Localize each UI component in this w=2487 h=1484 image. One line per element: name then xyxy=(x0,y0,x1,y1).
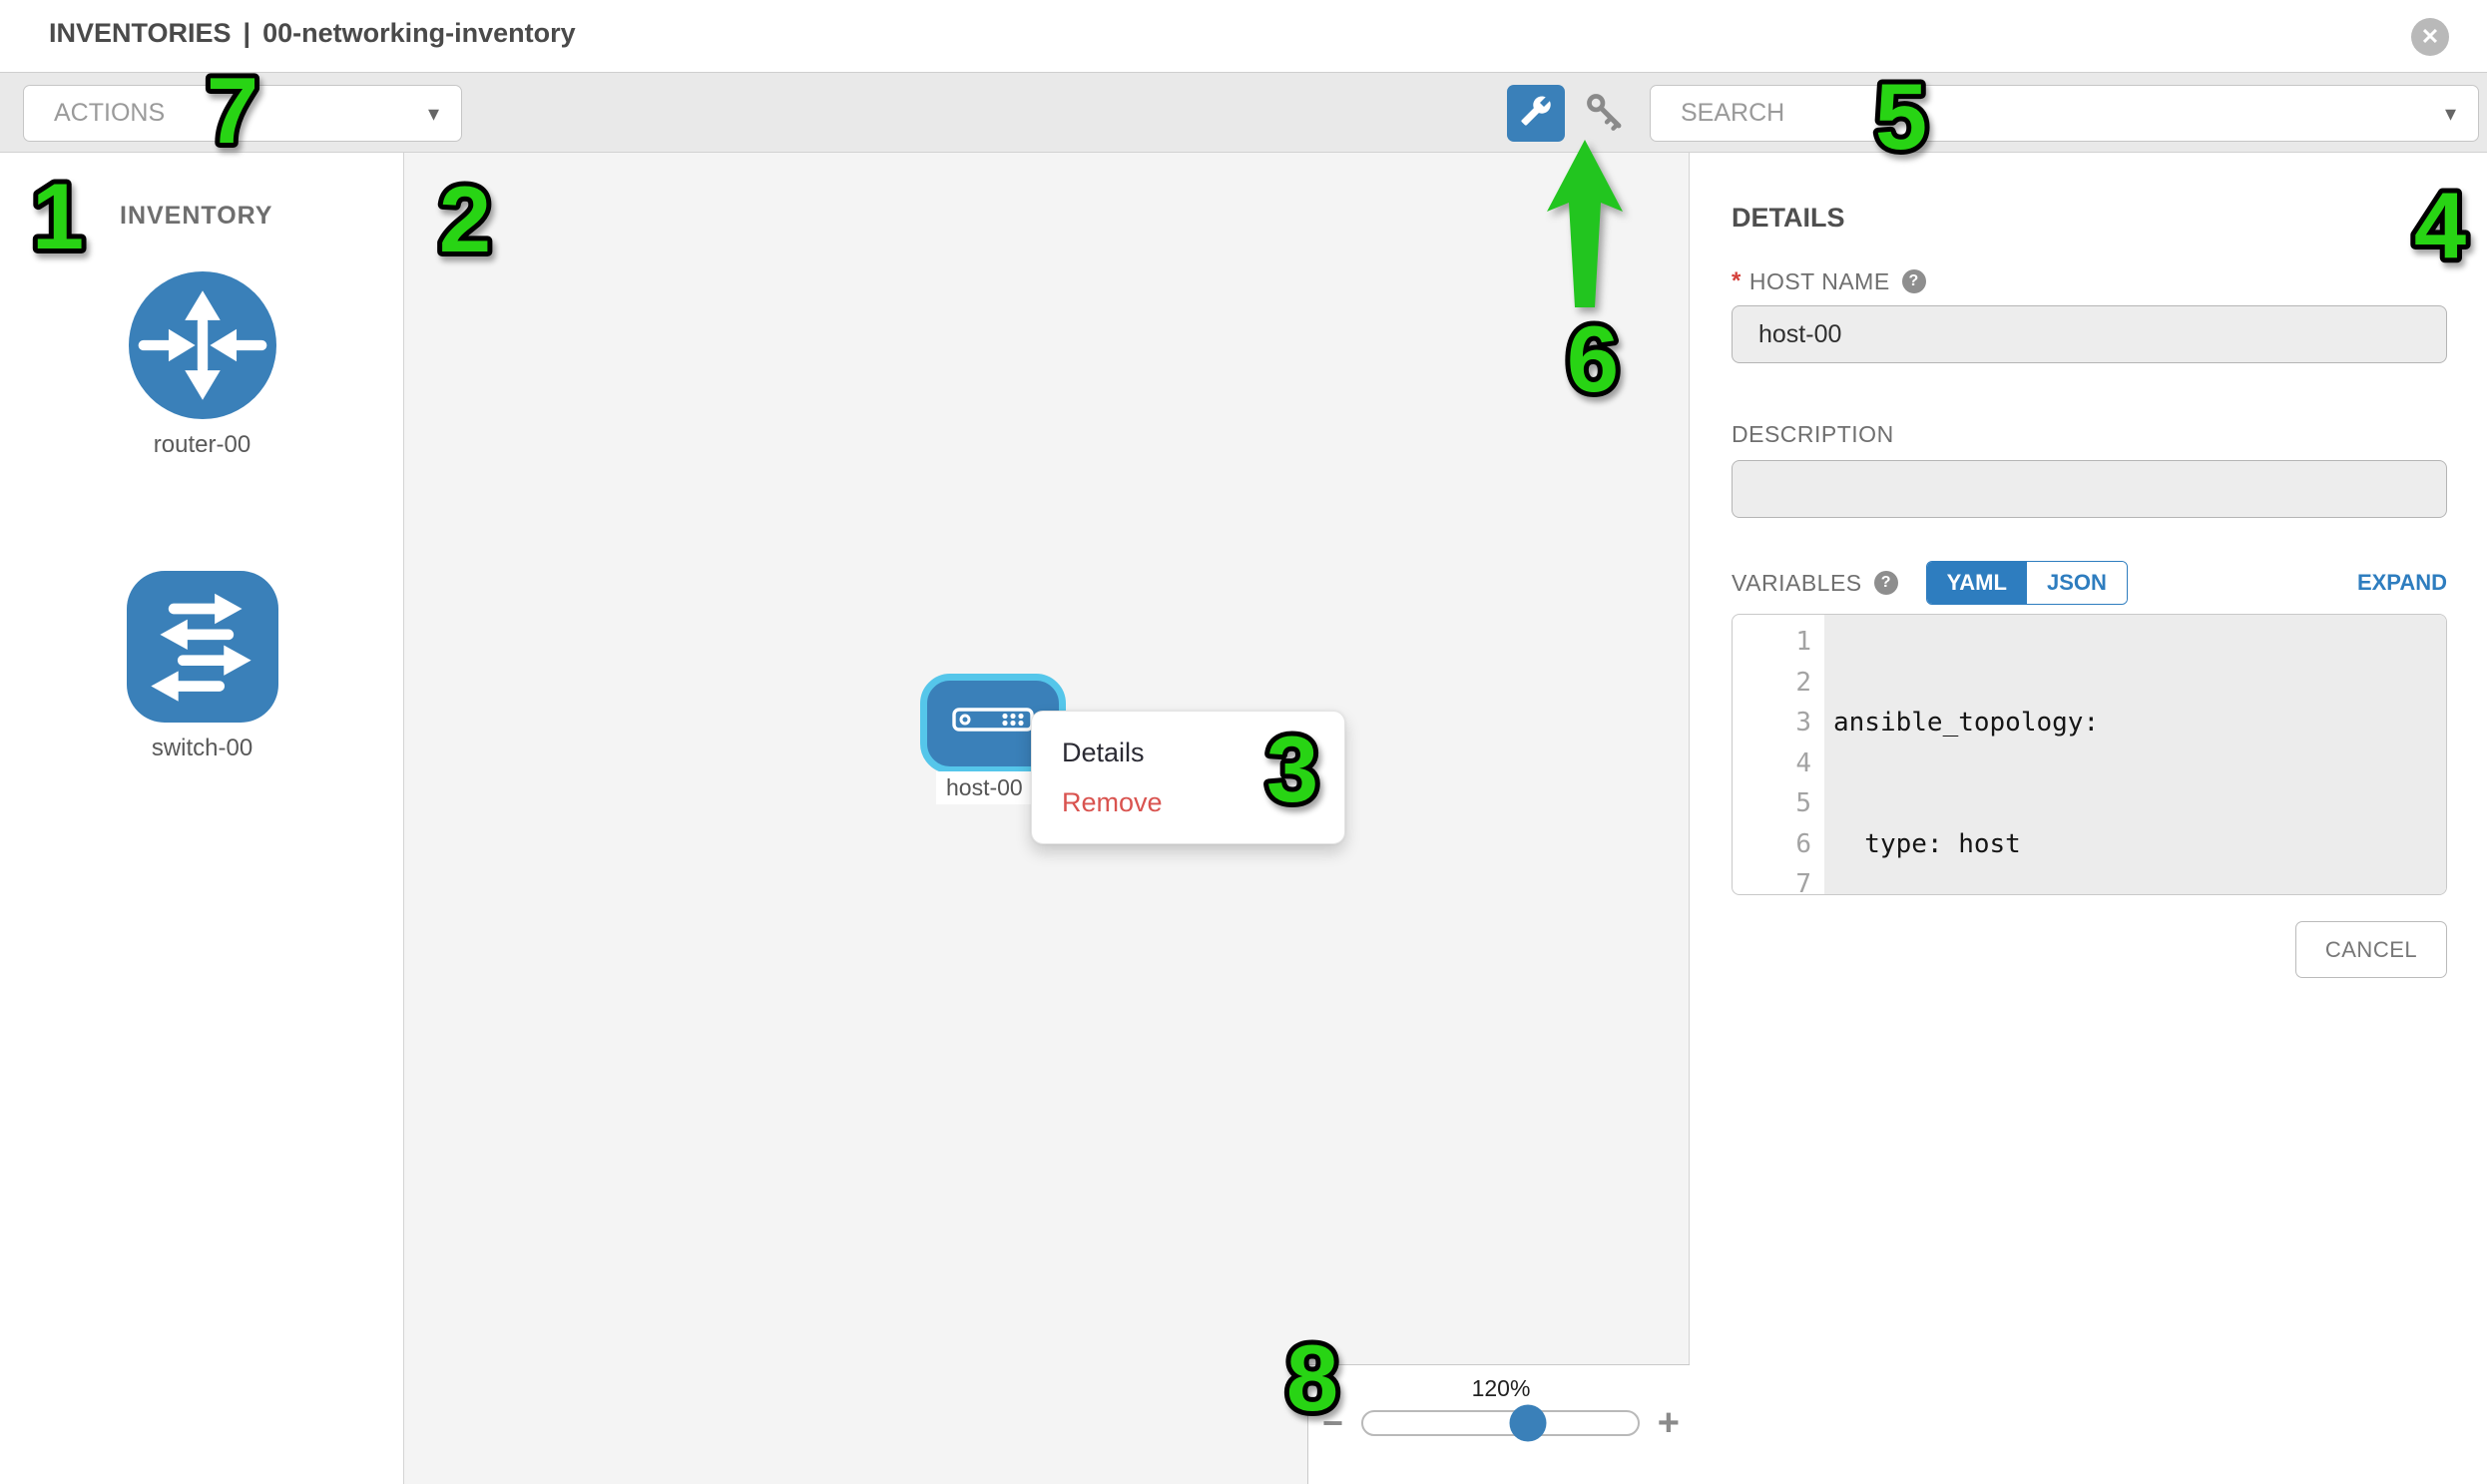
close-glyph: ✕ xyxy=(2420,24,2440,49)
expand-link[interactable]: EXPAND xyxy=(2356,570,2447,595)
breadcrumb: INVENTORIES | 00-networking-inventory xyxy=(49,18,576,49)
zoom-out-button[interactable]: − xyxy=(1322,1402,1344,1443)
zoom-level: 120% xyxy=(1471,1375,1531,1401)
details-panel: DETAILS * HOST NAME ? DESCRIPTION VARIAB… xyxy=(1690,153,2487,1484)
menu-item-remove[interactable]: Remove xyxy=(1062,787,1163,817)
description-input[interactable] xyxy=(1732,460,2447,518)
chevron-down-icon: ▾ xyxy=(2444,100,2456,126)
help-icon[interactable]: ? xyxy=(1901,269,1926,293)
router-icon xyxy=(0,271,404,419)
zoom-widget: 120% − + xyxy=(1307,1364,1695,1484)
page-header: INVENTORIES | 00-networking-inventory ✕ xyxy=(0,0,2487,72)
json-toggle-button[interactable]: JSON xyxy=(2026,562,2127,604)
breadcrumb-inventory-name: 00-networking-inventory xyxy=(262,18,576,48)
topology-canvas[interactable]: host-00 Details Remove 120% − + xyxy=(404,153,1695,1484)
key-icon xyxy=(1583,90,1627,139)
zoom-slider-thumb[interactable] xyxy=(1509,1404,1547,1442)
description-label: DESCRIPTION xyxy=(1732,421,1894,447)
help-icon[interactable]: ? xyxy=(1873,571,1898,595)
zoom-slider[interactable] xyxy=(1361,1404,1640,1442)
switch-icon xyxy=(0,571,404,723)
wrench-icon xyxy=(1520,95,1552,132)
inventory-sidebar: INVENTORY xyxy=(0,153,404,1484)
search-dropdown[interactable]: SEARCH ▾ xyxy=(1650,85,2479,142)
breadcrumb-section: INVENTORIES xyxy=(49,18,232,48)
palette-item-label: switch-00 xyxy=(151,735,253,761)
format-toggle: YAML JSON xyxy=(1925,561,2128,605)
close-icon[interactable]: ✕ xyxy=(2411,18,2449,56)
host-name-input[interactable] xyxy=(1732,305,2447,363)
host-node-label: host-00 xyxy=(936,771,1033,804)
variables-row: VARIABLES ? YAML JSON EXPAND xyxy=(1732,561,2447,605)
sidebar-title: INVENTORY xyxy=(120,202,273,230)
editor-code-lines: ansible_topology: type: host name: host-… xyxy=(1824,615,2446,894)
chevron-down-icon: ▾ xyxy=(427,100,439,126)
palette-item-label: router-00 xyxy=(153,431,251,458)
variables-label: VARIABLES xyxy=(1732,569,1862,596)
palette-item-router[interactable]: router-00 xyxy=(0,271,404,459)
configure-tool-button[interactable] xyxy=(1507,85,1565,142)
variables-code-editor[interactable]: 1 2 3 4 5 6 7 ansible_topology: type: ho… xyxy=(1732,614,2447,895)
host-name-label: HOST NAME xyxy=(1748,267,1890,294)
menu-item-details[interactable]: Details xyxy=(1062,738,1145,767)
palette-item-switch[interactable]: switch-00 xyxy=(0,571,404,762)
required-asterisk: * xyxy=(1732,267,1741,294)
host-name-label-row: * HOST NAME ? xyxy=(1732,267,2447,295)
search-placeholder: SEARCH xyxy=(1681,99,1785,127)
description-label-row: DESCRIPTION xyxy=(1732,421,2447,448)
toolbar: ACTIONS ▾ SE xyxy=(0,72,2487,153)
zoom-in-button[interactable]: + xyxy=(1657,1402,1680,1444)
details-title: DETAILS xyxy=(1732,203,1845,233)
key-tool-button[interactable] xyxy=(1581,90,1629,138)
breadcrumb-separator: | xyxy=(243,18,251,48)
actions-dropdown[interactable]: ACTIONS ▾ xyxy=(23,85,462,142)
cancel-button[interactable]: CANCEL xyxy=(2295,921,2447,978)
yaml-toggle-button[interactable]: YAML xyxy=(1926,562,2027,604)
editor-line-numbers: 1 2 3 4 5 6 7 xyxy=(1795,627,1811,895)
actions-dropdown-label: ACTIONS xyxy=(54,99,166,127)
context-menu: Details Remove xyxy=(1031,711,1345,844)
